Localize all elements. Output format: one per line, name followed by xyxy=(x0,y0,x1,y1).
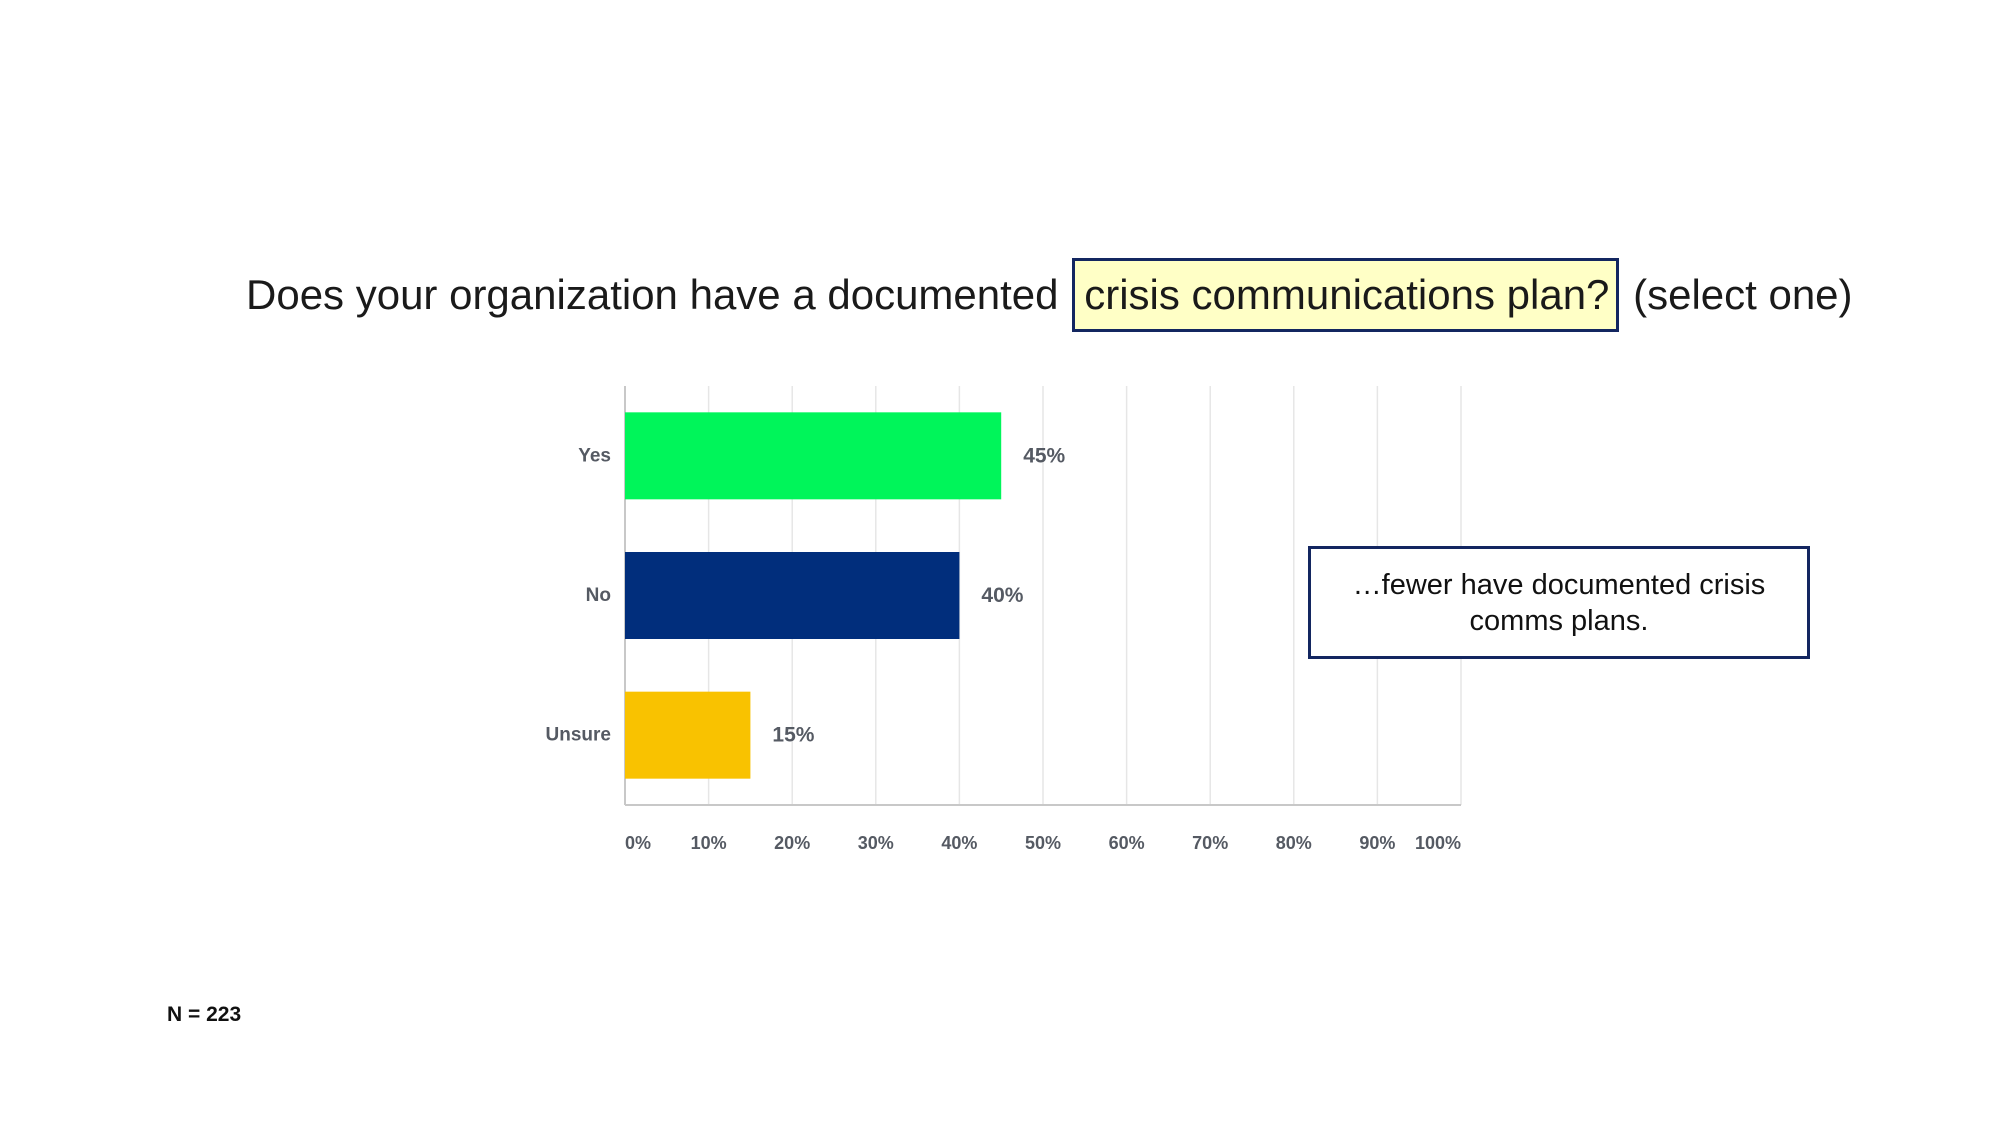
title-text-before: Does your organization have a documented xyxy=(246,271,1059,318)
sample-size-label: N = 223 xyxy=(167,1003,242,1026)
value-label: 40% xyxy=(981,584,1023,607)
x-tick-label: 10% xyxy=(691,833,727,853)
x-tick-label: 80% xyxy=(1276,833,1312,853)
callout-box: …fewer have documented crisis comms plan… xyxy=(1308,546,1810,659)
x-tick-label: 100% xyxy=(1415,833,1461,853)
category-label: Yes xyxy=(578,445,611,466)
x-tick-label: 70% xyxy=(1192,833,1228,853)
x-tick-label: 0% xyxy=(625,833,651,853)
x-tick-label: 20% xyxy=(774,833,810,853)
value-label: 15% xyxy=(772,724,814,747)
value-label: 45% xyxy=(1023,444,1065,467)
category-label: No xyxy=(586,585,611,606)
bar-no xyxy=(625,552,960,639)
x-tick-label: 50% xyxy=(1025,833,1061,853)
bar-yes xyxy=(625,412,1002,500)
title-highlight: crisis communications plan? xyxy=(1072,258,1620,332)
x-tick-label: 30% xyxy=(858,833,894,853)
x-tick-label: 90% xyxy=(1359,833,1395,853)
title-text-after: (select one) xyxy=(1633,271,1853,318)
chart-title: Does your organization have a documented… xyxy=(246,258,1853,332)
x-tick-label: 60% xyxy=(1109,833,1145,853)
bar-unsure xyxy=(625,691,751,779)
x-tick-label: 40% xyxy=(941,833,977,853)
category-label: Unsure xyxy=(546,725,611,746)
